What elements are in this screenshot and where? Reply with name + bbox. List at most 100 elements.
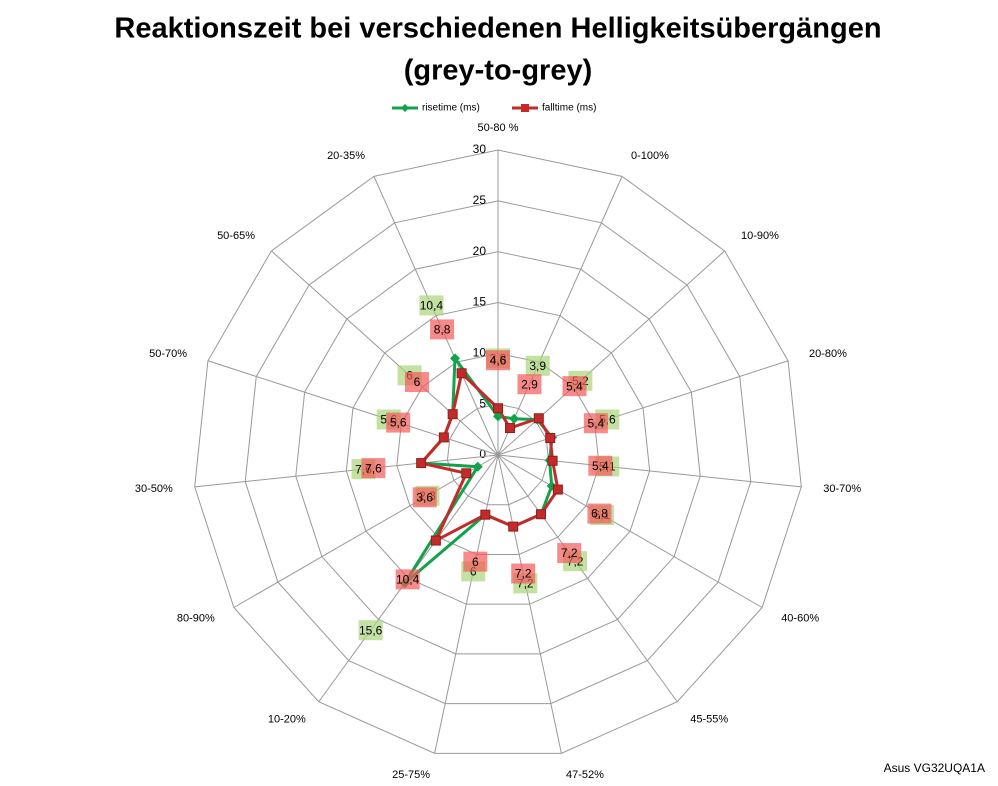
marker [536,509,547,520]
data-label: 5,4 [592,459,609,473]
data-label: 6,8 [591,507,608,521]
category-label: 0-100% [631,150,669,162]
chart-title: Reaktionszeit bei verschiedenen Helligke… [114,13,881,45]
category-label: 25-75% [392,769,430,781]
data-label: 15,6 [359,623,383,637]
legend-marker [521,104,529,112]
annotation: Asus VG32UQA1A [884,761,985,775]
grid-ring [396,352,600,555]
category-label: 10-20% [268,713,306,725]
spoke [497,454,763,608]
label-box [486,350,510,371]
label-box [358,620,383,641]
label-box [587,503,612,524]
spoke [271,250,499,456]
data-label: 6 [472,555,479,569]
label-box [386,412,411,433]
category-label: 45-55% [690,713,728,725]
data-label: 7,2 [515,567,532,581]
data-label: 7,6 [365,461,382,475]
marker [461,468,472,479]
marker [456,368,467,379]
y-tick-label: 20 [473,244,487,258]
marker [547,455,558,466]
grid-ring [345,301,651,605]
legend-marker [401,104,409,112]
marker [449,353,460,364]
legend-label: falltime (ms) [542,103,596,114]
category-label: 50-65% [217,230,255,242]
chart-title: (grey-to-grey) [404,55,593,87]
legend-label: risetime (ms) [422,103,480,114]
data-label: 3,6 [416,490,433,504]
y-tick-label: 0 [479,447,486,461]
label-box [562,376,587,397]
category-label: 10-90% [741,230,779,242]
y-tick-label: 25 [473,193,487,207]
data-label: 5,4 [588,416,605,430]
grid-ring [244,200,752,705]
label-box [588,455,613,476]
marker [545,433,556,444]
data-label: 10,4 [396,573,420,587]
category-label: 20-80% [809,348,847,360]
spoke [373,176,499,456]
marker [504,423,515,434]
series-line [418,370,560,544]
data-label: 6 [414,375,421,389]
data-label: 3,9 [529,359,546,373]
data-label: 4,6 [490,353,507,367]
marker [447,409,458,420]
spoke [497,454,802,488]
spoke [194,454,499,488]
label-box [412,487,437,508]
data-label: 2,9 [521,377,538,391]
label-box [361,458,386,479]
marker [493,403,503,414]
category-label: 47-52% [566,769,604,781]
category-label: 30-70% [823,483,861,495]
category-label: 40-60% [781,612,819,624]
marker [430,535,441,546]
grid-ring [446,403,550,506]
label-box [511,563,536,584]
label-box [419,295,444,316]
label-box [583,413,608,434]
data-label: 10,4 [420,299,444,313]
marker [438,432,449,443]
label-box [395,569,420,590]
grid-ring [194,149,802,754]
category-label: 50-80 % [478,122,519,134]
spoke [497,454,678,703]
label-box [525,355,550,376]
grid-ring [295,251,701,655]
y-tick-label: 5 [479,396,486,410]
category-label: 80-90% [177,612,215,624]
spoke [434,454,499,754]
category-label: 50-70% [149,348,187,360]
data-label: 5,6 [390,416,407,430]
label-box [517,374,542,395]
data-label: 8,8 [434,323,451,337]
y-tick-label: 30 [473,142,487,156]
label-box [463,551,488,572]
marker [472,461,483,472]
spoke [497,176,623,456]
label-box [557,543,582,564]
marker [509,413,520,424]
label-box [404,372,429,393]
marker [480,509,491,520]
marker [508,521,519,532]
spoke [497,454,562,754]
spoke [207,360,499,456]
y-tick-label: 15 [473,295,487,309]
marker [552,484,563,495]
data-label: 7,2 [561,546,578,560]
spoke [233,454,499,608]
marker [533,413,544,424]
data-label: 5,4 [566,379,583,393]
label-box [430,319,455,340]
marker [416,458,427,469]
category-label: 30-50% [135,483,173,495]
